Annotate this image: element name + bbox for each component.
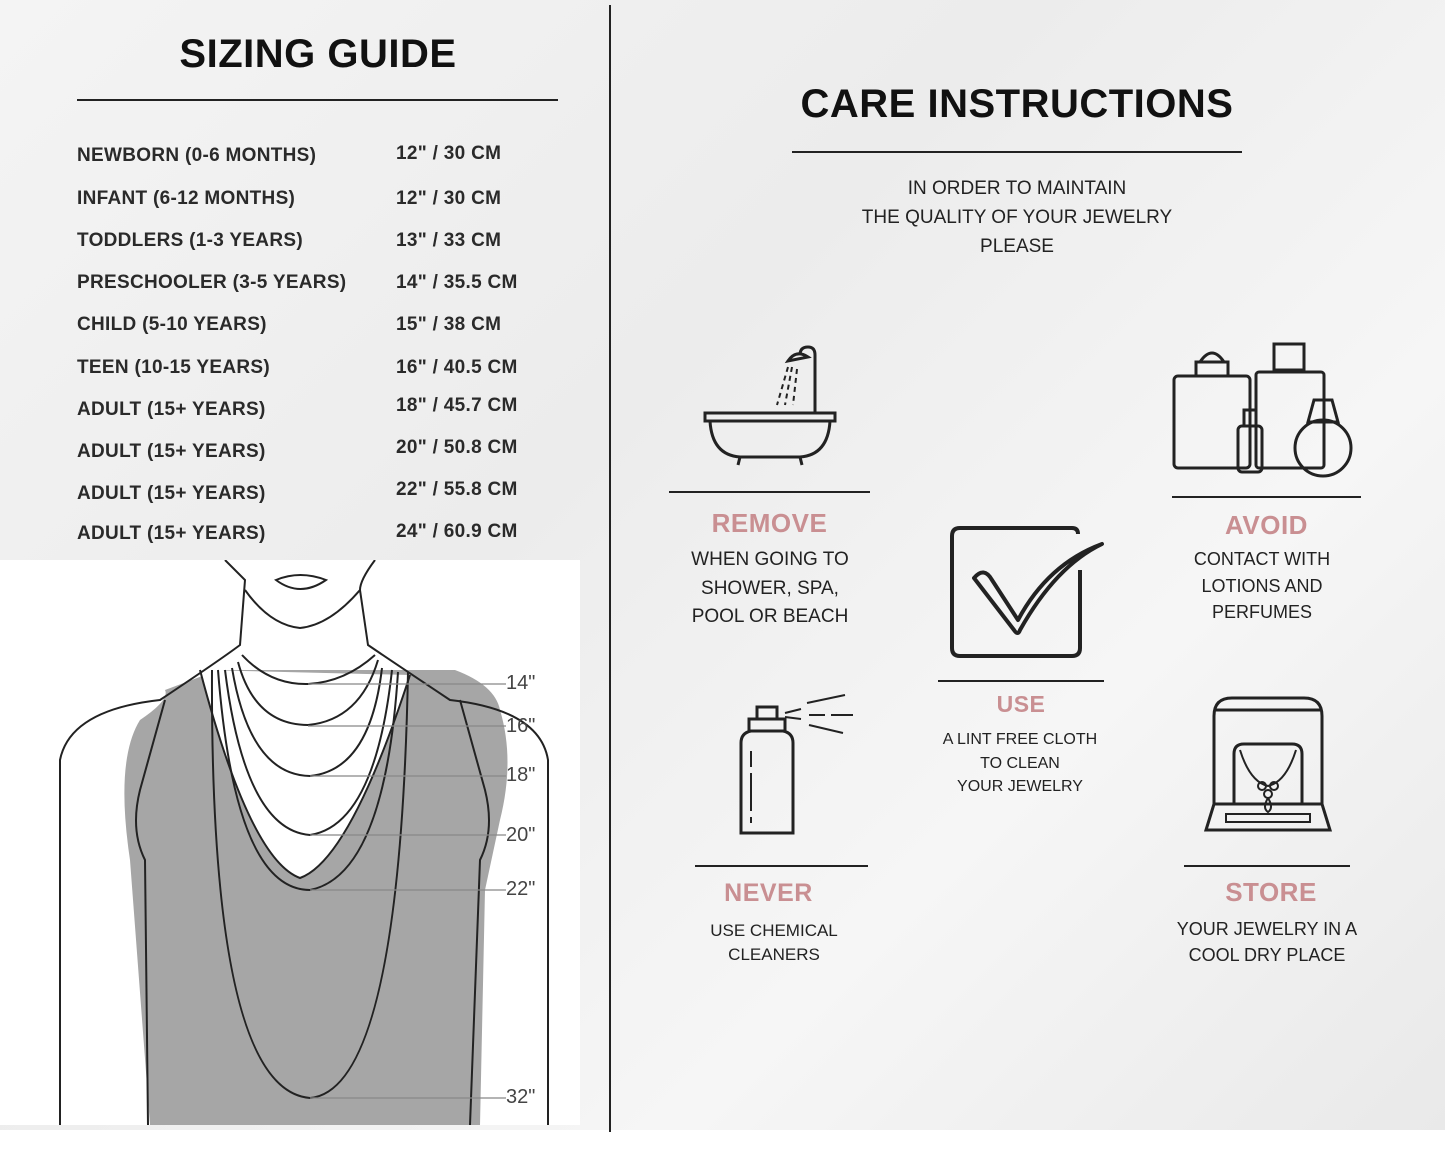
length-label-32: 32" bbox=[506, 1086, 536, 1108]
row-label: ADULT (15+ YEARS) bbox=[77, 523, 266, 544]
row-label: TODDLERS (1-3 YEARS) bbox=[77, 230, 303, 251]
store-rule bbox=[1184, 865, 1350, 867]
length-label-16: 16" bbox=[506, 715, 536, 737]
row-value: 15" / 38 CM bbox=[396, 314, 502, 335]
never-rule bbox=[695, 865, 868, 867]
row-value: 24" / 60.9 CM bbox=[396, 521, 518, 542]
never-heading: NEVER bbox=[724, 879, 813, 907]
length-label-14: 14" bbox=[506, 672, 536, 694]
row-value: 12" / 30 CM bbox=[396, 143, 502, 164]
perfume-bottles-icon bbox=[1172, 342, 1353, 478]
jewelry-box-icon bbox=[1204, 696, 1332, 832]
panel-divider bbox=[609, 5, 611, 1132]
length-guides bbox=[308, 683, 506, 1099]
row-label: PRESCHOOLER (3-5 YEARS) bbox=[77, 272, 347, 293]
intro-line: PLEASE bbox=[980, 236, 1054, 257]
row-value: 12" / 30 CM bbox=[396, 188, 502, 209]
woman-silhouette-illustration bbox=[59, 559, 549, 1126]
row-label: ADULT (15+ YEARS) bbox=[77, 399, 266, 420]
desc-line: WHEN GOING TO bbox=[691, 549, 849, 570]
desc-line: PERFUMES bbox=[1211, 602, 1312, 622]
care-instructions-title: CARE INSTRUCTIONS bbox=[800, 82, 1234, 126]
remove-description: WHEN GOING TO SHOWER, SPA, POOL OR BEACH bbox=[660, 546, 880, 632]
intro-line: THE QUALITY OF YOUR JEWELRY bbox=[861, 207, 1173, 228]
avoid-heading: AVOID bbox=[1225, 510, 1308, 540]
row-label: CHILD (5-10 YEARS) bbox=[77, 314, 267, 335]
length-label-20: 20" bbox=[506, 824, 536, 846]
desc-line: CLEANERS bbox=[728, 945, 820, 964]
avoid-description: CONTACT WITH LOTIONS AND PERFUMES bbox=[1162, 546, 1362, 626]
desc-line: YOUR JEWELRY bbox=[957, 778, 1083, 795]
row-value: 16" / 40.5 CM bbox=[396, 357, 518, 378]
title-rule bbox=[792, 151, 1242, 153]
avoid-rule bbox=[1172, 496, 1361, 498]
desc-line: TO CLEAN bbox=[980, 754, 1060, 772]
desc-line: LOTIONS AND bbox=[1201, 575, 1323, 596]
desc-line: SHOWER, SPA, bbox=[701, 577, 839, 599]
desc-line: USE CHEMICAL bbox=[710, 921, 838, 940]
row-value: 22" / 55.8 CM bbox=[396, 479, 518, 500]
checkbox-icon bbox=[950, 526, 1104, 658]
desc-line: YOUR JEWELRY IN A bbox=[1176, 919, 1358, 939]
desc-line: A LINT FREE CLOTH bbox=[942, 731, 1098, 748]
store-heading: STORE bbox=[1225, 877, 1317, 907]
intro-line: IN ORDER TO MAINTAIN bbox=[907, 178, 1127, 199]
sizing-guide-title: SIZING GUIDE bbox=[179, 32, 457, 76]
row-label: ADULT (15+ YEARS) bbox=[77, 441, 266, 462]
row-label: TEEN (10-15 YEARS) bbox=[77, 357, 270, 378]
desc-line: COOL DRY PLACE bbox=[1188, 945, 1346, 965]
bathtub-icon bbox=[703, 345, 837, 466]
row-label: ADULT (15+ YEARS) bbox=[77, 483, 266, 504]
row-value: 18" / 45.7 CM bbox=[396, 395, 518, 416]
row-label: INFANT (6-12 MONTHS) bbox=[77, 188, 296, 209]
store-description: YOUR JEWELRY IN A COOL DRY PLACE bbox=[1157, 916, 1377, 968]
desc-line: POOL OR BEACH bbox=[691, 606, 849, 627]
row-value: 14" / 35.5 CM bbox=[396, 272, 518, 293]
never-description: USE CHEMICAL CLEANERS bbox=[674, 919, 874, 967]
row-value: 13" / 33 CM bbox=[396, 230, 502, 251]
remove-heading: REMOVE bbox=[711, 508, 828, 538]
length-label-18: 18" bbox=[506, 764, 536, 786]
spray-bottle-icon bbox=[739, 694, 853, 835]
necklace-length-figure: 14" 16" 18" 20" 22" 32" bbox=[0, 559, 580, 1126]
use-rule bbox=[938, 680, 1104, 682]
desc-line: CONTACT WITH bbox=[1193, 549, 1331, 569]
use-description: A LINT FREE CLOTH TO CLEAN YOUR JEWELRY bbox=[920, 728, 1120, 799]
care-intro: IN ORDER TO MAINTAIN THE QUALITY OF YOUR… bbox=[817, 174, 1217, 261]
title-rule bbox=[77, 99, 558, 101]
remove-rule bbox=[669, 491, 870, 493]
row-value: 20" / 50.8 CM bbox=[396, 437, 518, 458]
row-label: NEWBORN (0-6 MONTHS) bbox=[77, 145, 317, 166]
use-heading: USE bbox=[996, 691, 1046, 717]
length-label-22: 22" bbox=[506, 878, 536, 900]
